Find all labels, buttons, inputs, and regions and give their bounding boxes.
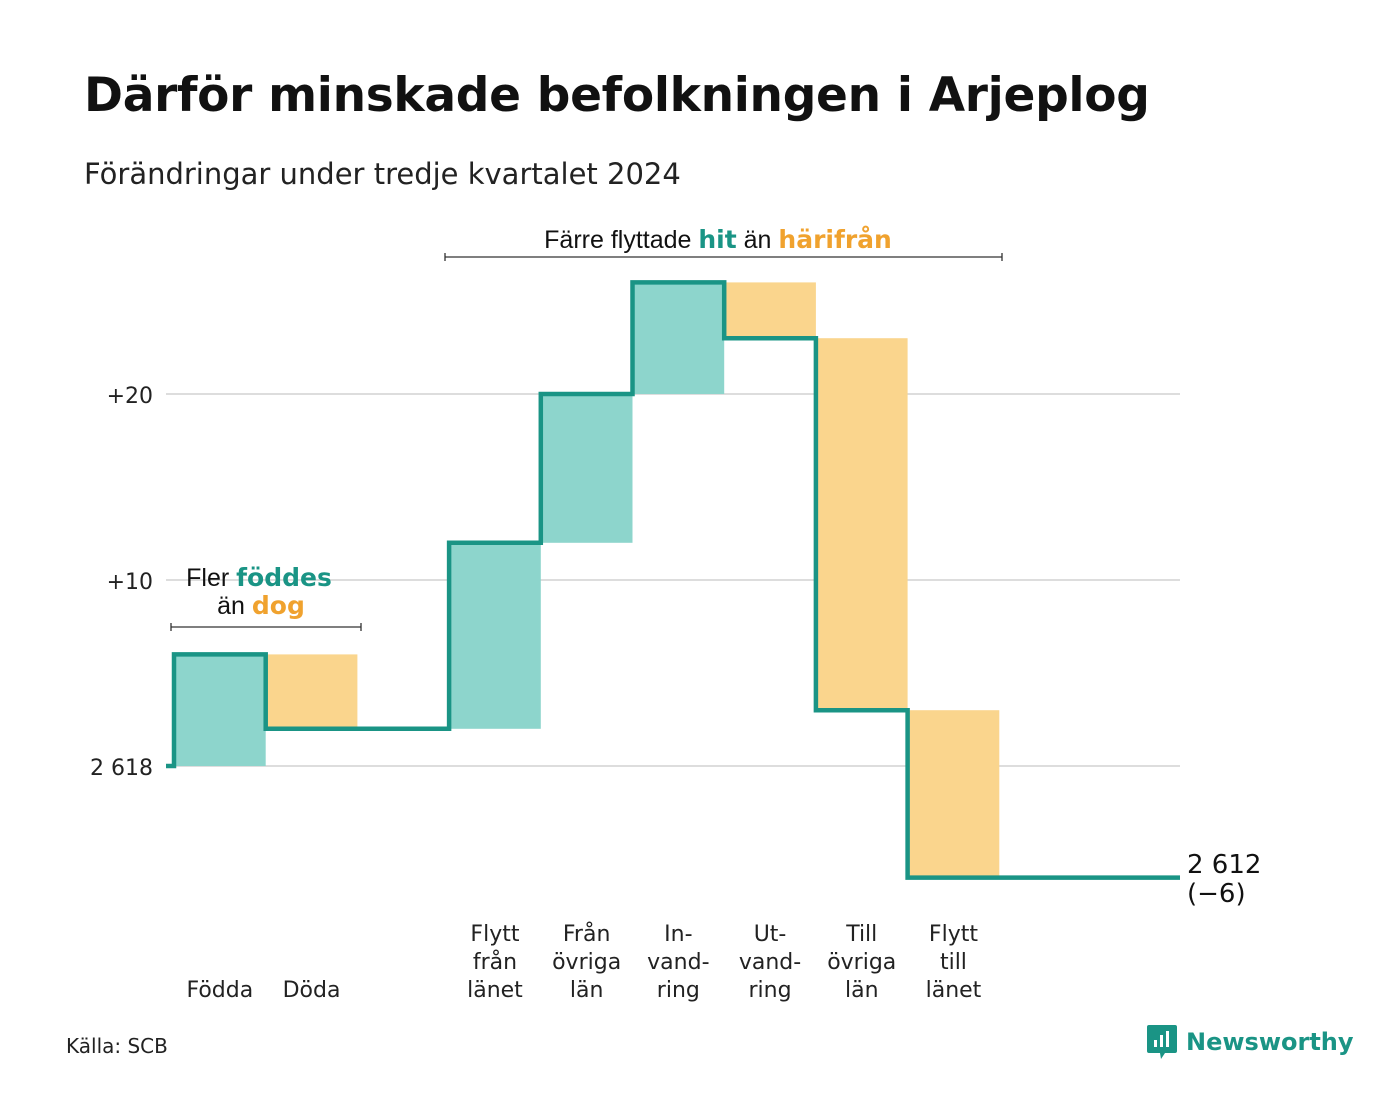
birth-annotation: Fler föddes än dog [170,563,362,631]
x-tick-label: län [570,978,604,1003]
x-tick-label: länet [926,978,982,1003]
birth-bracket [170,623,362,631]
waterfall-bar [540,394,633,543]
waterfall-bar [265,654,358,729]
x-tick-label: Döda [283,978,341,1003]
x-tick-label: länet [467,978,523,1003]
x-tick-label: Födda [186,978,253,1003]
birth-annotation-text: Fler [186,564,236,592]
migration-highlight-hit: hit [698,225,736,254]
x-tick-label: till [940,950,967,975]
y-tick-label: +20 [107,384,153,409]
end-value-label: 2 612 (−6) [1187,850,1261,909]
birth-annotation-text-2: än [217,592,252,620]
svg-text:Fler föddes: Fler föddes [186,563,332,592]
newsworthy-logo: Newsworthy [1146,1022,1354,1062]
x-axis-labels: Födda DödaFlyttfrånlänetFrånövrigalänIn-v… [186,921,981,1003]
x-tick-label: ring [657,978,700,1003]
birth-highlight-foddes: föddes [236,563,332,592]
chart-title: Därför minskade befolkningen i Arjeplog [84,68,1150,123]
x-tick-label: In- [664,922,692,947]
migration-annotation: Färre flyttade hit än härifrån [444,225,1003,261]
migration-annotation-text: Färre flyttade [544,226,698,254]
source-note: Källa: SCB [66,1034,168,1058]
y-axis-labels: 2 618 +10 +20 [90,384,153,781]
end-value: 2 612 [1187,850,1261,880]
x-tick-label: vand- [739,950,801,975]
y-tick-label: +10 [107,570,153,595]
x-tick-label: ring [749,978,792,1003]
x-tick-label: Till [845,922,877,947]
svg-text:Färre flyttade hit än härifrån: Färre flyttade hit än härifrån [544,225,892,254]
x-tick-label: län [845,978,879,1003]
newsworthy-logo-icon [1147,1025,1177,1059]
waterfall-bar [724,282,816,339]
birth-highlight-dog: dog [252,591,305,620]
waterfall-bar [449,542,541,729]
waterfall-bar [632,282,725,394]
x-tick-label: Ut- [754,922,787,947]
migration-bracket [444,253,1003,261]
x-tick-label: övriga [552,950,621,975]
migration-highlight-harifran: härifrån [778,225,891,254]
migration-annotation-text-2: än [737,226,779,254]
y-tick-label: 2 618 [90,756,153,781]
chart-subtitle: Förändringar under tredje kvartalet 2024 [84,157,681,191]
logo-text: Newsworthy [1186,1028,1354,1056]
end-change: (−6) [1187,879,1246,909]
waterfall-bars [174,282,1000,878]
waterfall-bar [174,654,266,766]
x-tick-label: Från [563,921,611,947]
waterfall-bar [815,338,908,711]
x-tick-label: övriga [827,950,896,975]
x-tick-label: vand- [647,950,709,975]
x-tick-label: Flytt [929,922,978,947]
x-tick-label: från [473,949,517,975]
svg-text:än dog: än dog [217,591,305,620]
step-line [166,280,1180,880]
cumulative-step-line [166,280,1180,880]
x-tick-label: Flytt [470,922,519,947]
waterfall-bar [907,710,1000,878]
